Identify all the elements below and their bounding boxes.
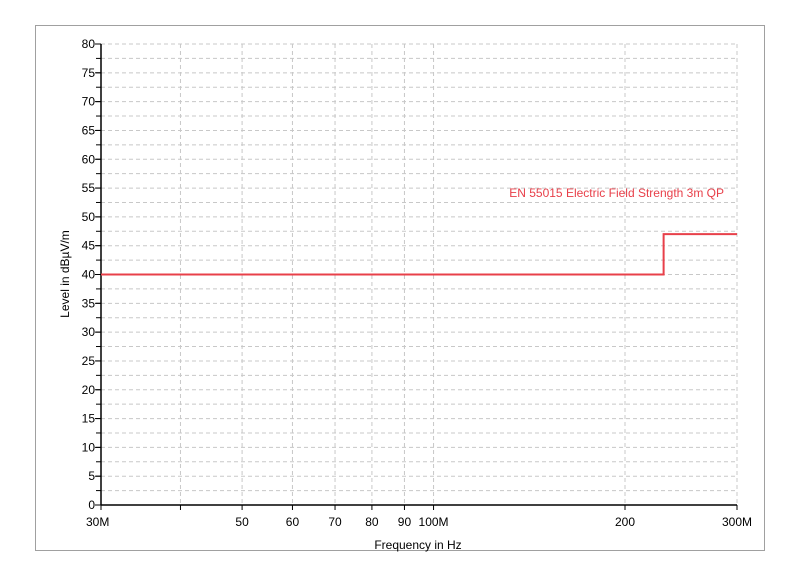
x-tick-label: 60	[286, 515, 300, 529]
series-line	[101, 233, 737, 276]
y-tick-label: 75	[82, 66, 96, 80]
y-tick-label: 15	[82, 412, 96, 426]
series-label: EN 55015 Electric Field Strength 3m QP	[509, 186, 724, 200]
x-tick-label: 30M	[86, 515, 109, 529]
y-tick-label: 0	[88, 498, 95, 512]
y-tick-label: 10	[82, 440, 96, 454]
y-tick-label: 20	[82, 383, 96, 397]
y-tick-label: 70	[82, 95, 96, 109]
grid	[101, 43, 738, 505]
y-tick-label: 55	[82, 181, 96, 195]
y-tick-label: 40	[82, 268, 96, 282]
x-tick-label: 90	[398, 515, 412, 529]
y-tick-label: 30	[82, 325, 96, 339]
y-tick-label: 60	[82, 152, 96, 166]
x-axis-label: Frequency in Hz	[374, 538, 461, 552]
y-tick-label: 25	[82, 354, 96, 368]
y-tick-label: 5	[88, 469, 95, 483]
y-tick-label: 45	[82, 239, 96, 253]
y-axis-label: Level in dBµV/m	[58, 230, 72, 318]
y-tick-label: 50	[82, 210, 96, 224]
y-tick-label: 35	[82, 296, 96, 310]
y-tick-label: 65	[82, 123, 96, 137]
x-tick-label: 200	[615, 515, 635, 529]
chart-frame	[35, 25, 765, 551]
x-tick-label: 100M	[419, 515, 449, 529]
x-tick-label: 80	[365, 515, 379, 529]
x-tick-label: 300M	[722, 515, 752, 529]
x-tick-label: 70	[328, 515, 342, 529]
ticks: 30M 50 60 70 80 90 100M 200 300M 0 5 10 15 20 25 30 35 40…	[82, 37, 752, 529]
series	[101, 233, 737, 276]
y-tick-label: 80	[82, 37, 96, 51]
x-tick-label: 50	[235, 515, 249, 529]
